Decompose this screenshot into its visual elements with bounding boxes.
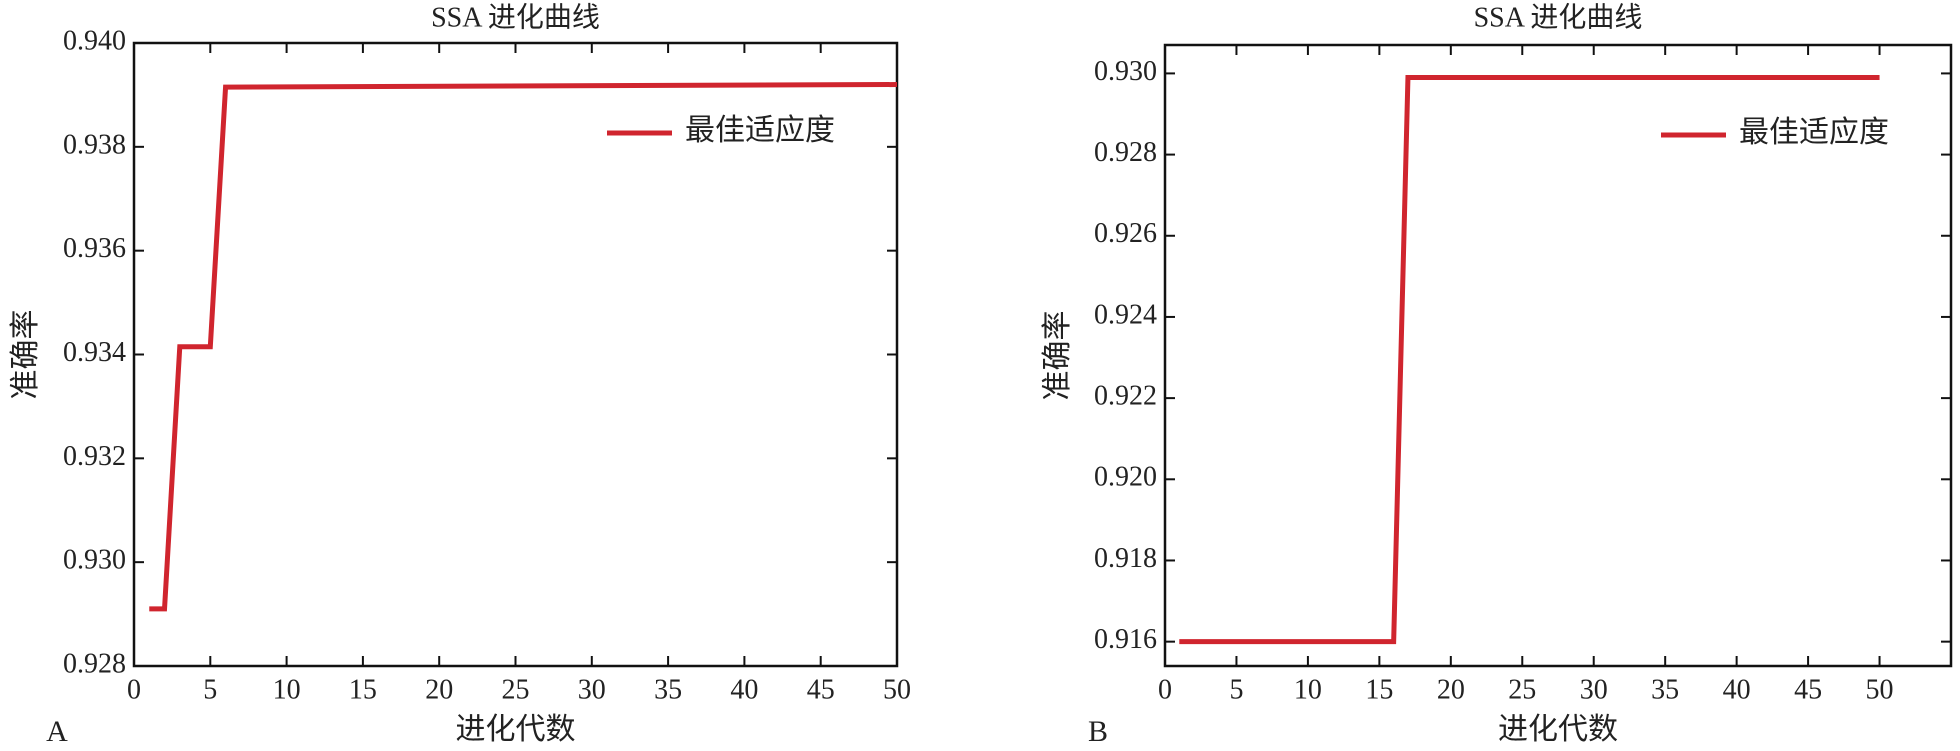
y-tick-label: 0.916 xyxy=(1094,624,1157,655)
legend-label: 最佳适应度 xyxy=(685,114,835,147)
x-tick-label: 10 xyxy=(273,674,301,705)
x-tick-label: 5 xyxy=(203,674,217,705)
y-tick-label: 0.930 xyxy=(1094,56,1157,87)
x-tick-label: 40 xyxy=(1723,674,1751,705)
y-axis-label: 准确率 xyxy=(9,310,42,400)
x-tick-label: 35 xyxy=(654,674,682,705)
x-tick-label: 50 xyxy=(883,674,911,705)
x-tick-label: 15 xyxy=(1365,674,1393,705)
x-tick-label: 50 xyxy=(1866,674,1894,705)
chart-title: SSA 进化曲线 xyxy=(431,1,600,33)
y-tick-label: 0.918 xyxy=(1094,543,1157,574)
y-tick-label: 0.934 xyxy=(63,337,126,368)
x-tick-label: 45 xyxy=(1794,674,1822,705)
plot-frame xyxy=(1163,43,1953,668)
y-tick-label: 0.924 xyxy=(1094,299,1157,330)
chart-title: SSA 进化曲线 xyxy=(1474,1,1643,33)
y-tick-label: 0.926 xyxy=(1094,218,1157,249)
x-tick-label: 35 xyxy=(1651,674,1679,705)
panel-label: A xyxy=(46,715,68,748)
x-tick-label: 20 xyxy=(1437,674,1465,705)
panel-label: B xyxy=(1088,715,1108,748)
x-tick-label: 0 xyxy=(127,674,141,705)
x-tick-label: 30 xyxy=(578,674,606,705)
x-axis-label: 进化代数 xyxy=(1498,713,1618,746)
y-tick-label: 0.940 xyxy=(63,25,126,56)
y-tick-label: 0.938 xyxy=(63,129,126,160)
y-tick-label: 0.928 xyxy=(1094,137,1157,168)
legend-label: 最佳适应度 xyxy=(1739,116,1889,149)
x-tick-label: 10 xyxy=(1294,674,1322,705)
x-tick-label: 15 xyxy=(349,674,377,705)
x-tick-label: 25 xyxy=(1508,674,1536,705)
x-tick-label: 45 xyxy=(807,674,835,705)
x-axis-label: 进化代数 xyxy=(456,713,576,746)
x-tick-label: 25 xyxy=(502,674,530,705)
data-line xyxy=(149,82,898,612)
y-tick-label: 0.928 xyxy=(63,648,126,679)
x-tick-label: 5 xyxy=(1229,674,1243,705)
y-tick-label: 0.932 xyxy=(63,441,126,472)
x-tick-label: 30 xyxy=(1580,674,1608,705)
y-tick-label: 0.920 xyxy=(1094,462,1157,493)
x-tick-label: 40 xyxy=(730,674,758,705)
y-tick-label: 0.930 xyxy=(63,545,126,576)
x-tick-label: 0 xyxy=(1158,674,1172,705)
data-line xyxy=(1179,74,1880,645)
y-axis-label: 准确率 xyxy=(1041,311,1074,401)
y-tick-label: 0.922 xyxy=(1094,381,1157,412)
y-tick-label: 0.936 xyxy=(63,233,126,264)
x-tick-label: 20 xyxy=(425,674,453,705)
